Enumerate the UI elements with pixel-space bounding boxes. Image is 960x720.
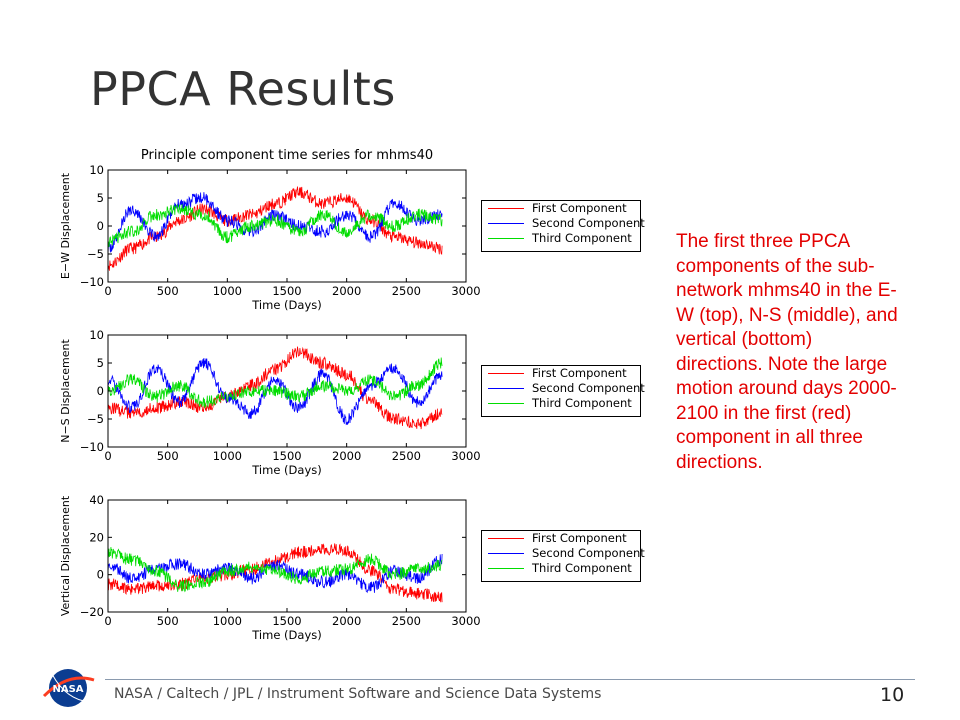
x-axis-label: Time (Days) (251, 463, 321, 477)
slide-caption: The first three PPCA components of the s… (676, 231, 898, 473)
ew-chart-svg: 0 500 1000 1500 2000 2500 3000 10 5 0 −5 −10 Time (D… (59, 163, 481, 312)
series-line-1 (108, 346, 443, 430)
ns-displacement-chart: 0 500 1000 1500 2000 2500 3000 10 5 0 −5 −10 Time (D… (55, 323, 485, 483)
legend-entry-third: Third Component (482, 396, 640, 411)
x-tick-label: 2500 (392, 614, 421, 628)
legend-swatch-green (488, 568, 524, 569)
y-tick-label: 20 (89, 530, 104, 544)
y-tick-label: 0 (97, 384, 104, 398)
x-tick-label: 2000 (332, 449, 361, 463)
vertical-displacement-chart: 0 500 1000 1500 2000 2500 3000 40 20 0 −20 Time (Da… (55, 488, 485, 648)
footer-divider (105, 679, 915, 680)
x-tick-label: 3000 (451, 614, 480, 628)
y-tick-label: 5 (97, 191, 104, 205)
x-tick-label: 2500 (392, 284, 421, 298)
legend-swatch-blue (488, 553, 524, 554)
series-line-3 (108, 203, 443, 250)
y-tick-label: −5 (87, 412, 104, 426)
footer-text: NASA / Caltech / JPL / Instrument Softwa… (114, 686, 602, 702)
x-tick-label: 2000 (332, 284, 361, 298)
legend-swatch-red (488, 208, 524, 209)
legend-swatch-green (488, 238, 524, 239)
ns-chart-svg: 0 500 1000 1500 2000 2500 3000 10 5 0 −5 −10 Time (D… (59, 328, 481, 477)
series-line-2 (108, 357, 443, 426)
y-tick-label: −5 (87, 247, 104, 261)
chart-title: Principle component time series for mhms… (140, 148, 434, 163)
legend-label: Second Component (532, 381, 645, 395)
x-tick-label: 1500 (272, 614, 301, 628)
y-tick-label: −10 (80, 440, 104, 454)
y-axis-label: N−S Displacement (59, 339, 72, 443)
page-number: 10 (880, 684, 905, 706)
legend-entry-second: Second Component (482, 381, 645, 396)
y-tick-label: 5 (97, 356, 104, 370)
y-axis-label: E−W Displacement (59, 172, 72, 279)
x-tick-label: 500 (157, 449, 179, 463)
legend-label: Second Component (532, 216, 645, 230)
x-tick-label: 0 (104, 614, 111, 628)
y-axis-label: Vertical Displacement (59, 495, 72, 616)
legend-swatch-green (488, 403, 524, 404)
series-line-3 (108, 357, 443, 409)
vertical-chart-legend: First Component Second Component Third C… (481, 530, 645, 582)
series-line-2 (108, 553, 443, 594)
legend-label: First Component (532, 366, 627, 380)
x-tick-label: 0 (104, 284, 111, 298)
legend-entry-third: Third Component (482, 231, 640, 246)
legend-label: Third Component (532, 231, 632, 245)
y-tick-label: 0 (97, 568, 104, 582)
nasa-meatball-icon: NASA (42, 669, 95, 707)
legend-label: Third Component (532, 561, 632, 575)
legend-swatch-blue (488, 223, 524, 224)
legend-entry-first: First Component (482, 201, 640, 216)
series-line-1 (108, 543, 443, 603)
legend-entry-first: First Component (482, 531, 640, 546)
ns-chart-legend: First Component Second Component Third C… (481, 365, 645, 417)
logo-text: NASA (52, 684, 83, 695)
legend-label: First Component (532, 201, 627, 215)
x-tick-label: 1500 (272, 449, 301, 463)
legend-entry-second: Second Component (482, 216, 645, 231)
legend-entry-first: First Component (482, 366, 640, 381)
y-tick-label: 10 (89, 163, 104, 177)
x-axis-label: Time (Days) (251, 628, 321, 642)
slide-title: PPCA Results (90, 62, 396, 116)
x-tick-label: 500 (157, 284, 179, 298)
x-axis-label: Time (Days) (251, 298, 321, 312)
x-tick-label: 3000 (451, 449, 480, 463)
legend-label: Third Component (532, 396, 632, 410)
y-tick-label: −10 (80, 275, 104, 289)
x-tick-label: 1000 (213, 614, 242, 628)
ew-displacement-chart: 0 500 1000 1500 2000 2500 3000 10 5 0 −5 −10 Time (D… (55, 158, 485, 318)
legend-label: Second Component (532, 546, 645, 560)
series-line-1 (108, 186, 443, 272)
legend-swatch-blue (488, 388, 524, 389)
x-tick-label: 1000 (213, 449, 242, 463)
series-line-3 (108, 547, 443, 593)
x-tick-label: 1000 (213, 284, 242, 298)
x-tick-label: 2500 (392, 449, 421, 463)
nasa-logo: NASA (40, 666, 96, 715)
x-tick-label: 500 (157, 614, 179, 628)
y-tick-label: 0 (97, 219, 104, 233)
y-tick-label: 10 (89, 328, 104, 342)
legend-label: First Component (532, 531, 627, 545)
legend-swatch-red (488, 538, 524, 539)
x-tick-label: 0 (104, 449, 111, 463)
legend-entry-third: Third Component (482, 561, 640, 576)
legend-swatch-red (488, 373, 524, 374)
x-tick-label: 3000 (451, 284, 480, 298)
ew-chart-legend: First Component Second Component Third C… (481, 200, 645, 252)
x-tick-label: 1500 (272, 284, 301, 298)
y-tick-label: −20 (80, 605, 104, 619)
plot-area-frame (107, 169, 467, 283)
y-tick-label: 40 (89, 493, 104, 507)
x-tick-label: 2000 (332, 614, 361, 628)
legend-entry-second: Second Component (482, 546, 645, 561)
